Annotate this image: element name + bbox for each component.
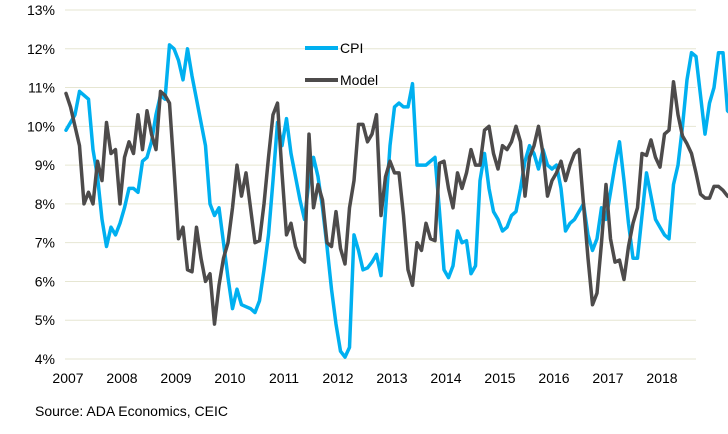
legend-label-model: Model: [340, 72, 378, 88]
source-note: Source: ADA Economics, CEIC: [35, 403, 228, 419]
y-tick-label: 10%: [27, 118, 55, 134]
y-tick-label: 9%: [35, 157, 55, 173]
series-lines: [64, 43, 728, 359]
x-tick-label: 2017: [592, 370, 623, 386]
x-axis-tick-labels: 2007 2008 2009 2010 2011 2012 2013 2014 2015 2016…: [52, 370, 677, 386]
y-tick-label: 4%: [35, 351, 55, 367]
series-line-model: [64, 79, 728, 326]
y-tick-label: 6%: [35, 273, 55, 289]
x-tick-label: 2013: [376, 370, 407, 386]
x-tick-label: 2015: [484, 370, 515, 386]
legend: CPI Model: [305, 40, 378, 88]
x-tick-label: 2016: [538, 370, 569, 386]
x-tick-label: 2010: [214, 370, 245, 386]
y-axis-tick-labels: 4% 5% 6% 7% 8% 9% 10% 11% 12% 13%: [27, 2, 55, 367]
x-tick-label: 2009: [160, 370, 191, 386]
x-tick-label: 2011: [269, 370, 299, 386]
y-tick-label: 7%: [35, 235, 55, 251]
x-tick-label: 2018: [646, 370, 677, 386]
y-tick-label: 5%: [35, 312, 55, 328]
y-tick-label: 12%: [27, 41, 55, 57]
x-tick-label: 2007: [52, 370, 83, 386]
series-line-cpi: [64, 43, 728, 359]
x-tick-label: 2012: [322, 370, 353, 386]
y-tick-label: 11%: [28, 80, 55, 96]
x-tick-label: 2014: [430, 370, 461, 386]
legend-label-cpi: CPI: [340, 40, 363, 56]
y-tick-label: 13%: [27, 2, 55, 18]
y-tick-label: 8%: [35, 196, 55, 212]
x-tick-label: 2008: [106, 370, 137, 386]
